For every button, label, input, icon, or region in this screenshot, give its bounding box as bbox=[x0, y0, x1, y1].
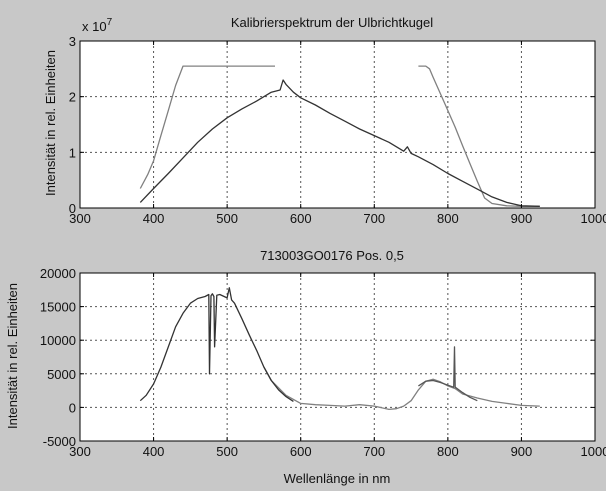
plot-bottom-ylabel: Intensität in rel. Einheiten bbox=[5, 283, 20, 429]
plot-bottom: 713003GO0176 Pos. 0,5 Intensität in rel.… bbox=[5, 248, 606, 486]
plot-top-grid bbox=[80, 41, 595, 208]
plot-bottom-xtick-label: 500 bbox=[216, 444, 238, 459]
plot-bottom-series-0 bbox=[263, 366, 540, 411]
plot-top-axes bbox=[80, 41, 595, 208]
plot-bottom-series-2 bbox=[418, 346, 478, 402]
plot-bottom-grid bbox=[80, 273, 595, 441]
plot-top-exponent-base: x 10 bbox=[82, 19, 107, 34]
plot-top-xtick-label: 1000 bbox=[581, 211, 606, 226]
plot-bottom-ytick-label: 20000 bbox=[40, 266, 76, 281]
plot-top-exponent-power: 7 bbox=[107, 17, 113, 28]
plot-bottom-ytick-label: 0 bbox=[69, 400, 76, 415]
plot-top-title: Kalibrierspektrum der Ulbrichtkugel bbox=[231, 15, 433, 30]
plot-top-series-0 bbox=[139, 65, 275, 189]
plot-bottom-axes bbox=[80, 273, 595, 441]
plot-top-xtick-label: 600 bbox=[290, 211, 312, 226]
plot-bottom-xtick-label: 400 bbox=[143, 444, 165, 459]
plot-bottom-xtick-label: 900 bbox=[511, 444, 533, 459]
plot-bottom-xtick-label: 700 bbox=[363, 444, 385, 459]
plot-top-ytick-label: 0 bbox=[69, 201, 76, 216]
plot-top-xtick-label: 900 bbox=[511, 211, 533, 226]
plot-bottom-xtick-label: 800 bbox=[437, 444, 459, 459]
plot-bottom-series bbox=[139, 287, 540, 411]
plot-top-series-2 bbox=[139, 79, 540, 207]
plot-top-xtick-label: 300 bbox=[69, 211, 91, 226]
plot-bottom-ytick-label: -5000 bbox=[43, 434, 76, 449]
plot-top-ytick-label: 1 bbox=[69, 145, 76, 160]
plot-top-xtick-label: 700 bbox=[363, 211, 385, 226]
plot-top-ytick-label: 3 bbox=[69, 34, 76, 49]
plot-bottom-ytick-label: 5000 bbox=[47, 367, 76, 382]
plot-bottom-xtick-label: 1000 bbox=[581, 444, 606, 459]
plot-bottom-xtick-label: 300 bbox=[69, 444, 91, 459]
plot-top-xtick-label: 800 bbox=[437, 211, 459, 226]
plot-top-frame bbox=[79, 40, 596, 209]
plot-top-xtick-label: 400 bbox=[143, 211, 165, 226]
plot-bottom-xlabel: Wellenlänge in nm bbox=[284, 471, 391, 486]
plot-top-series-1 bbox=[418, 65, 540, 207]
plot-top-xtick-label: 500 bbox=[216, 211, 238, 226]
plot-top-exponent: x 107 bbox=[82, 17, 113, 34]
plot-bottom-xtick-label: 600 bbox=[290, 444, 312, 459]
plot-top-ytick-label: 2 bbox=[69, 90, 76, 105]
plot-bottom-title: 713003GO0176 Pos. 0,5 bbox=[260, 248, 404, 263]
plot-bottom-series-1 bbox=[139, 287, 294, 402]
plot-top-ticks: 300 400 500 600 700 800 900 1000 0 1 2 3 bbox=[69, 34, 606, 226]
plot-top: Kalibrierspektrum der Ulbrichtkugel x 10… bbox=[43, 15, 606, 226]
plot-bottom-ticks: 300 400 500 600 700 800 900 1000 -5000 0 5000 10000… bbox=[40, 266, 606, 459]
plot-top-ylabel: Intensität in rel. Einheiten bbox=[43, 50, 58, 196]
plot-top-series bbox=[139, 65, 540, 207]
plot-bottom-ytick-label: 10000 bbox=[40, 333, 76, 348]
plot-bottom-frame bbox=[79, 272, 596, 442]
plot-bottom-ytick-label: 15000 bbox=[40, 300, 76, 315]
